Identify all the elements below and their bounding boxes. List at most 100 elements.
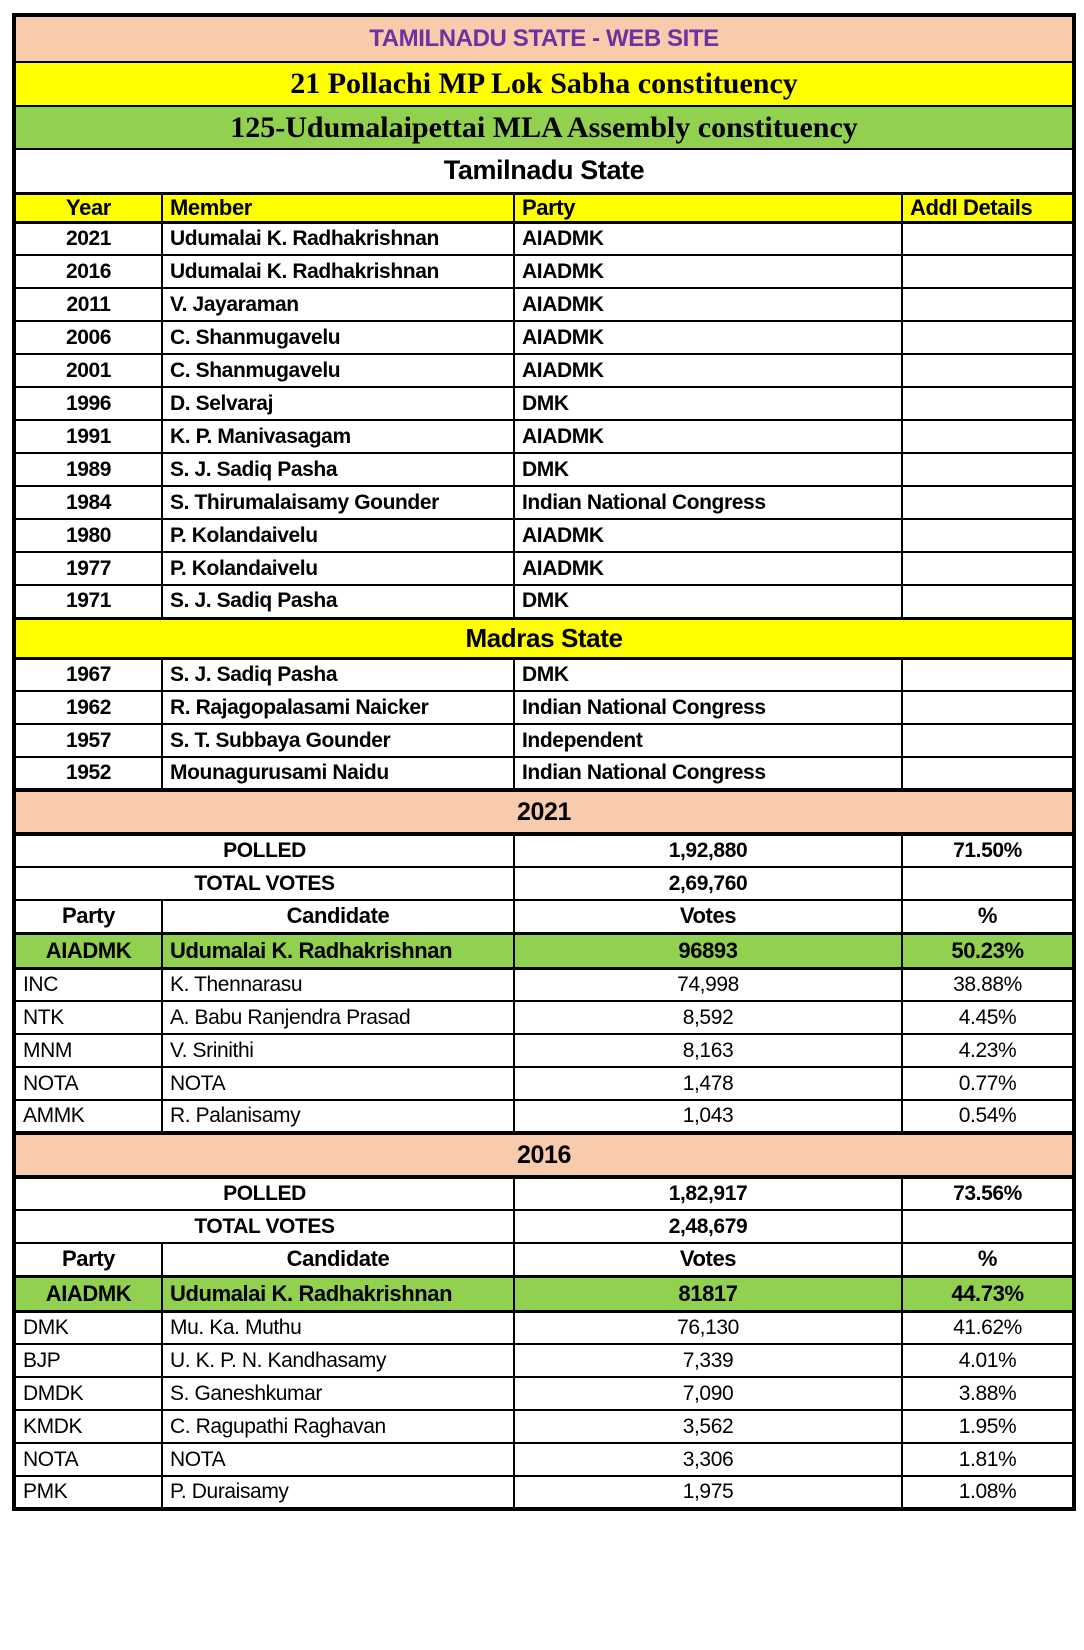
addl-details-header: Addl Details [900,192,1076,224]
history-row: 1971 S. J. Sadiq Pasha DMK [13,584,1076,619]
party-cell: PMK [13,1475,163,1510]
winner-percent: 44.73% [900,1274,1076,1313]
total-votes-row-2016: TOTAL VOTES 2,48,679 [13,1209,1076,1244]
percent-cell: 1.08% [900,1475,1076,1510]
polled-percent: 71.50% [900,833,1076,868]
party-header: Party [13,1242,163,1278]
site-banner-row: TAMILNADU STATE - WEB SITE [12,14,1076,63]
history-row: 1984 S. Thirumalaisamy Gounder Indian Na… [13,485,1076,520]
candidate-cell: NOTA [161,1442,515,1477]
member-cell: K. P. Manivasagam [161,419,515,454]
madras-state-row: Madras State [12,616,1076,660]
party-cell: AMMK [13,1099,163,1134]
addl-details-cell [900,419,1076,454]
party-cell: AIADMK [513,320,903,355]
year-cell: 2001 [13,353,163,388]
member-cell: C. Shanmugavelu [161,320,515,355]
candidate-cell: P. Duraisamy [161,1475,515,1510]
winner-row-2016: AIADMK Udumalai K. Radhakrishnan 81817 4… [13,1274,1076,1313]
member-cell: P. Kolandaivelu [161,551,515,586]
winner-percent: 50.23% [900,931,1076,970]
history-row: 1980 P. Kolandaivelu AIADMK [13,518,1076,553]
party-cell: Independent [513,723,903,758]
votes-header: Votes [513,899,903,935]
madras-state-title: Madras State [12,616,1076,660]
candidate-row: DMDK S. Ganeshkumar 7,090 3.88% [13,1376,1076,1411]
year-cell: 2016 [13,254,163,289]
party-cell: AIADMK [513,221,903,256]
history-header-row: Year Member Party Addl Details [13,192,1076,224]
madras-history-rows: 1967 S. J. Sadiq Pasha DMK 1962 R. Rajag… [13,657,1076,791]
candidate-header: Candidate [161,1242,515,1278]
results-header-row-2021: Party Candidate Votes % [13,899,1076,935]
history-row: 1962 R. Rajagopalasami Naicker Indian Na… [13,690,1076,725]
party-cell: MNM [13,1033,163,1068]
party-cell: DMDK [13,1376,163,1411]
history-row: 2011 V. Jayaraman AIADMK [13,287,1076,322]
member-cell: S. J. Sadiq Pasha [161,452,515,487]
member-cell: S. J. Sadiq Pasha [161,657,515,692]
history-row: 2001 C. Shanmugavelu AIADMK [13,353,1076,388]
addl-details-cell [900,690,1076,725]
history-row: 1991 K. P. Manivasagam AIADMK [13,419,1076,454]
history-row: 1977 P. Kolandaivelu AIADMK [13,551,1076,586]
party-cell: AIADMK [513,254,903,289]
polled-votes: 1,92,880 [513,833,903,868]
candidate-row: INC K. Thennarasu 74,998 38.88% [13,967,1076,1002]
votes-cell: 1,478 [513,1066,903,1101]
party-cell: DMK [513,584,903,619]
percent-cell: 4.45% [900,1000,1076,1035]
site-banner: TAMILNADU STATE - WEB SITE [12,14,1076,63]
addl-details-cell [900,452,1076,487]
candidate-row: NOTA NOTA 3,306 1.81% [13,1442,1076,1477]
percent-cell: 1.81% [900,1442,1076,1477]
percent-header: % [900,899,1076,935]
votes-cell: 76,130 [513,1310,903,1345]
member-cell: C. Shanmugavelu [161,353,515,388]
year-cell: 1971 [13,584,163,619]
party-cell: AIADMK [513,419,903,454]
election-2016-band: 2016 [12,1131,1076,1179]
year-cell: 2006 [13,320,163,355]
member-cell: P. Kolandaivelu [161,518,515,553]
polled-percent: 73.56% [900,1176,1076,1211]
candidate-row: KMDK C. Ragupathi Raghavan 3,562 1.95% [13,1409,1076,1444]
member-cell: S. Thirumalaisamy Gounder [161,485,515,520]
votes-cell: 3,306 [513,1442,903,1477]
percent-cell: 1.95% [900,1409,1076,1444]
addl-details-cell [900,254,1076,289]
history-row: 1996 D. Selvaraj DMK [13,386,1076,421]
party-cell: Indian National Congress [513,690,903,725]
mla-constituency-row: 125-Udumalaipettai MLA Assembly constitu… [12,105,1076,150]
party-cell: Indian National Congress [513,756,903,791]
votes-cell: 1,975 [513,1475,903,1510]
year-cell: 1957 [13,723,163,758]
addl-details-cell [900,723,1076,758]
winner-party: AIADMK [13,931,163,970]
party-header: Party [513,192,903,224]
percent-header: % [900,1242,1076,1278]
winner-row-2021: AIADMK Udumalai K. Radhakrishnan 96893 5… [13,931,1076,970]
member-cell: D. Selvaraj [161,386,515,421]
polled-row-2021: POLLED 1,92,880 71.50% [13,833,1076,868]
candidate-cell: S. Ganeshkumar [161,1376,515,1411]
candidate-cell: Mu. Ka. Muthu [161,1310,515,1345]
winner-candidate: Udumalai K. Radhakrishnan [161,931,515,970]
party-header: Party [13,899,163,935]
election-year-title: 2016 [12,1131,1076,1179]
votes-cell: 3,562 [513,1409,903,1444]
empty-cell [900,866,1076,901]
candidate-cell: C. Ragupathi Raghavan [161,1409,515,1444]
party-cell: AIADMK [513,353,903,388]
percent-cell: 3.88% [900,1376,1076,1411]
addl-details-cell [900,320,1076,355]
party-cell: AIADMK [513,551,903,586]
addl-details-cell [900,584,1076,619]
total-votes-value: 2,69,760 [513,866,903,901]
member-cell: Mounagurusami Naidu [161,756,515,791]
votes-cell: 8,592 [513,1000,903,1035]
votes-header: Votes [513,1242,903,1278]
candidate-row: MNM V. Srinithi 8,163 4.23% [13,1033,1076,1068]
year-cell: 1991 [13,419,163,454]
